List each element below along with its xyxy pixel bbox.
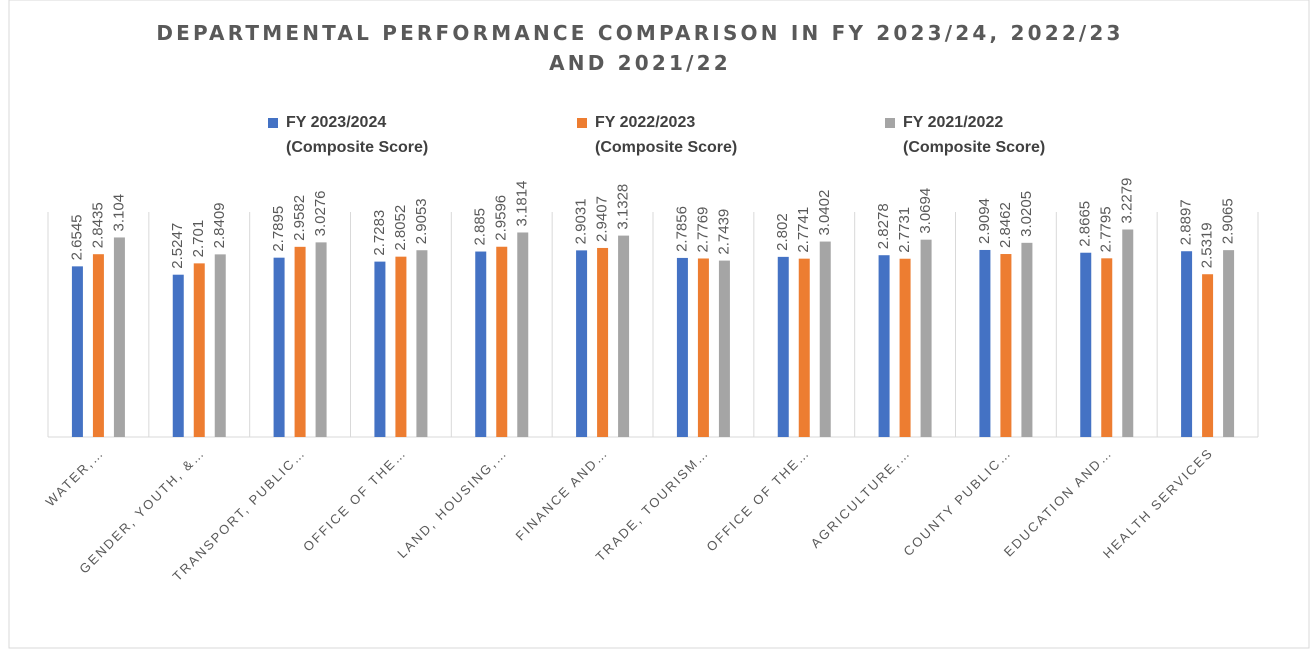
x-tick-label: FINANCE AND… xyxy=(513,445,612,544)
bar xyxy=(1122,229,1134,437)
bar xyxy=(920,239,932,437)
bar xyxy=(92,254,104,437)
data-label: 2.7895 xyxy=(270,206,287,252)
data-label: 2.8052 xyxy=(392,205,409,251)
bar xyxy=(1223,250,1235,437)
data-label: 3.104 xyxy=(110,194,127,232)
data-label: 2.9065 xyxy=(1220,198,1237,244)
bar xyxy=(517,232,529,437)
data-label: 2.701 xyxy=(190,220,207,258)
bar xyxy=(71,266,83,437)
legend-label: FY 2021/2022 (Composite Score) xyxy=(903,114,1046,156)
data-label: 2.6545 xyxy=(68,214,85,260)
bar xyxy=(273,257,285,437)
data-label: 2.5247 xyxy=(169,223,186,269)
x-tick-label: TRADE, TOURISM… xyxy=(593,445,712,564)
bar xyxy=(718,260,730,437)
data-label: 3.1328 xyxy=(615,184,632,230)
data-label: 2.885 xyxy=(472,208,489,246)
data-label: 3.0276 xyxy=(312,190,329,236)
bar xyxy=(1021,242,1033,437)
bar xyxy=(798,258,810,437)
chart-border xyxy=(8,0,1310,649)
bar xyxy=(374,261,386,437)
bar xyxy=(416,250,428,437)
x-tick-label: LAND, HOUSING,… xyxy=(394,445,510,561)
data-label: 3.2279 xyxy=(1119,178,1136,224)
legend-swatch xyxy=(268,118,278,128)
bar xyxy=(475,251,487,437)
bar xyxy=(113,237,125,437)
x-tick-label: COUNTY PUBLIC… xyxy=(900,445,1014,559)
bar xyxy=(193,263,205,437)
x-tick-label: OFFICE OF THE… xyxy=(703,445,812,554)
x-tick-label: AGRICULTURE,… xyxy=(808,445,914,551)
data-label: 2.8897 xyxy=(1178,199,1195,245)
data-label: 3.1814 xyxy=(514,181,531,227)
data-label: 2.7769 xyxy=(694,207,711,253)
data-label: 2.7856 xyxy=(673,206,690,252)
data-label: 2.8409 xyxy=(211,202,228,248)
bar xyxy=(899,258,911,437)
x-tick-label: HEALTH SERVICES xyxy=(1100,445,1216,561)
bar xyxy=(214,254,226,437)
data-label: 3.0402 xyxy=(816,190,833,236)
chart-title: DEPARTMENTAL PERFORMANCE COMPARISON IN F… xyxy=(156,21,1124,75)
data-label: 2.9582 xyxy=(291,195,308,241)
data-label: 2.7741 xyxy=(795,207,812,253)
bar xyxy=(1000,254,1012,437)
bar xyxy=(618,235,630,437)
bar xyxy=(597,247,609,437)
data-label: 2.8278 xyxy=(875,203,892,249)
bar xyxy=(496,246,508,437)
legend-item: FY 2022/2023 (Composite Score) xyxy=(577,110,780,160)
legend-swatch xyxy=(577,118,587,128)
data-label: 2.7439 xyxy=(715,209,732,255)
data-label: 2.9031 xyxy=(573,198,590,244)
legend-item: FY 2023/2024 (Composite Score) xyxy=(268,110,471,160)
legend-item: FY 2021/2022 (Composite Score) xyxy=(885,110,1088,160)
bar xyxy=(697,258,709,437)
bar xyxy=(777,256,789,437)
bar xyxy=(172,274,184,437)
data-label: 2.9053 xyxy=(413,198,430,244)
legend-label: FY 2022/2023 (Composite Score) xyxy=(595,114,738,156)
bar xyxy=(878,255,890,437)
data-label: 3.0694 xyxy=(917,188,934,234)
bar xyxy=(1101,258,1113,437)
legend-label: FY 2023/2024 (Composite Score) xyxy=(286,114,429,156)
data-label: 2.8665 xyxy=(1077,201,1094,247)
data-label: 2.9094 xyxy=(976,198,993,244)
data-label: 2.7795 xyxy=(1098,206,1115,252)
bar xyxy=(294,246,306,437)
bar xyxy=(676,257,688,437)
bar xyxy=(819,241,831,437)
data-label: 2.5319 xyxy=(1199,222,1216,268)
bar xyxy=(1181,251,1193,437)
x-tick-label: OFFICE OF THE… xyxy=(300,445,409,554)
x-tick-label: WATER,… xyxy=(43,445,107,509)
bar xyxy=(395,256,407,437)
data-label: 2.7731 xyxy=(896,207,913,253)
legend-swatch xyxy=(885,118,895,128)
data-label: 2.8435 xyxy=(89,202,106,248)
bar xyxy=(315,242,327,437)
data-label: 2.7283 xyxy=(371,210,388,256)
bar xyxy=(1080,252,1092,437)
data-label: 2.8462 xyxy=(997,202,1014,248)
x-tick-label: EDUCATION AND… xyxy=(1001,445,1116,560)
data-label: 2.9596 xyxy=(493,195,510,241)
bar xyxy=(979,249,991,437)
data-label: 2.802 xyxy=(774,213,791,251)
bar xyxy=(1202,274,1214,437)
bar xyxy=(576,250,588,437)
data-label: 3.0205 xyxy=(1018,191,1035,237)
data-label: 2.9407 xyxy=(594,196,611,242)
